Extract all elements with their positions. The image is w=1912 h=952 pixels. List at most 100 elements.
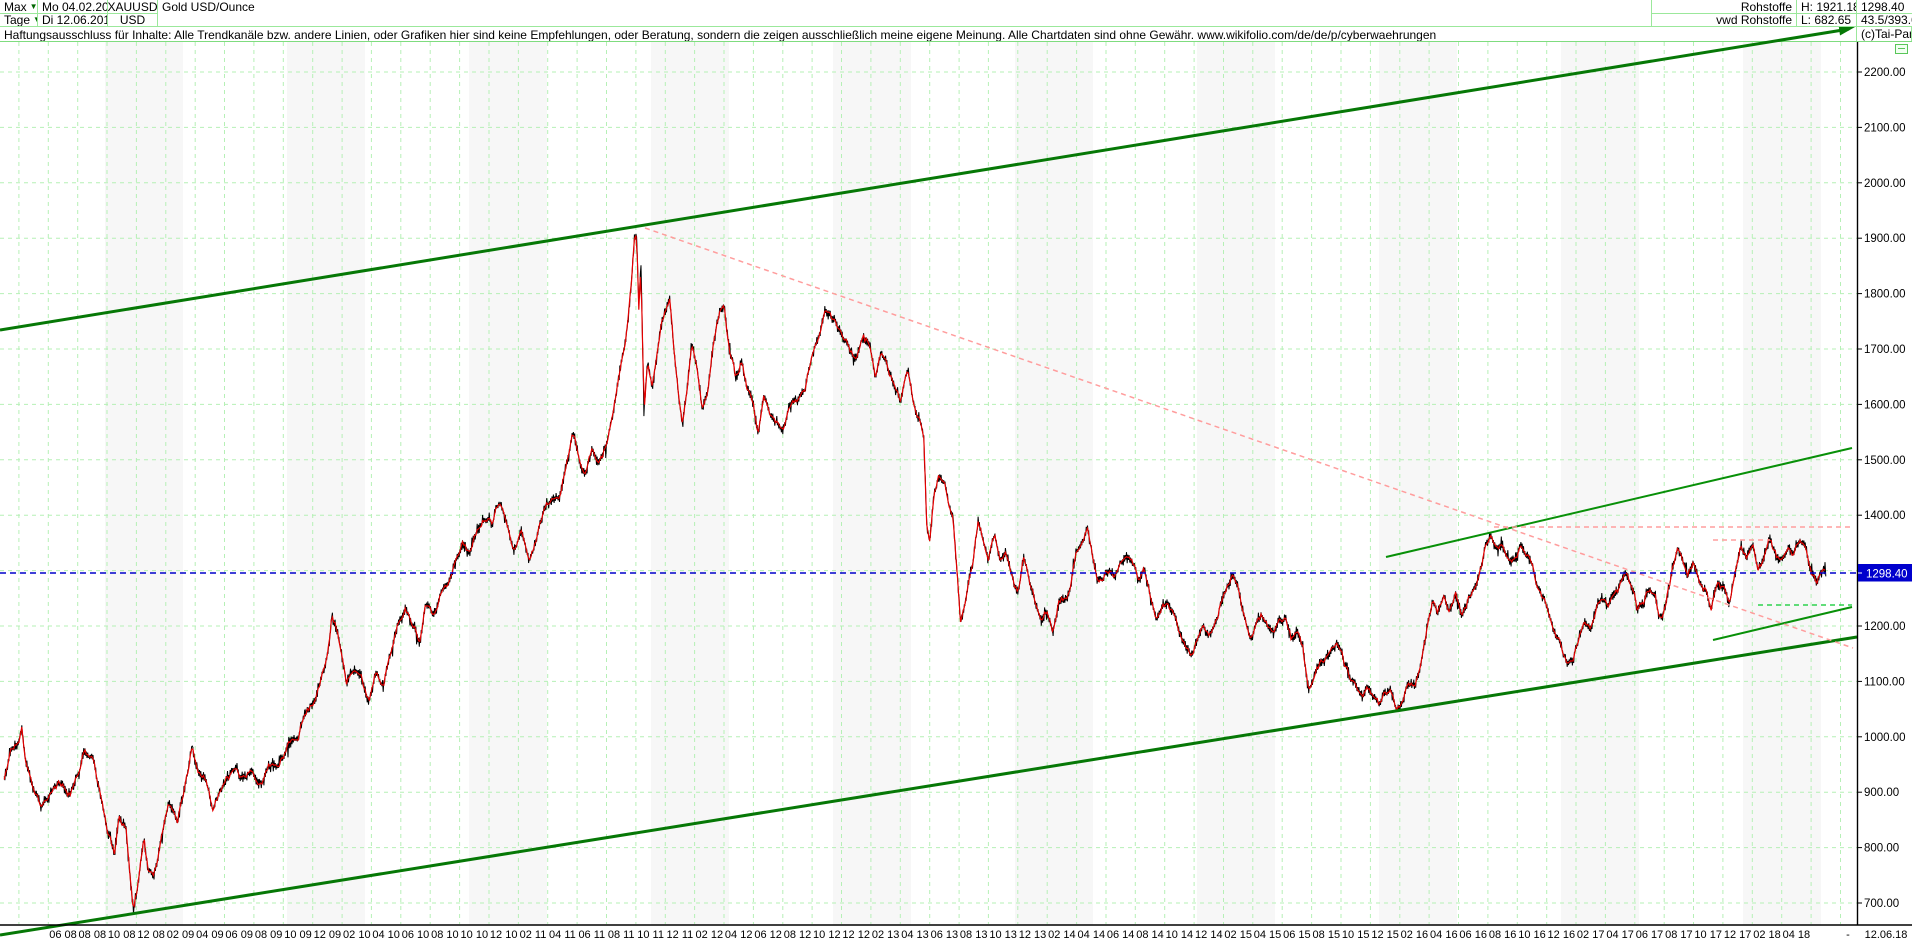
x-tick-label: 12 08 [137,929,165,941]
x-tick-label: 08 15 [1313,929,1341,941]
x-tick-label: 06 10 [402,929,430,941]
period-selector-dropdown[interactable]: Tage ▼ [0,14,38,27]
period-low-label: L: 682.65 [1797,14,1857,27]
y-tick-label: 1800.00 [1864,289,1906,301]
x-tick-label: 04 17 [1606,929,1634,941]
x-tick-label: 06 15 [1283,929,1311,941]
x-tick-label: 12 13 [1019,929,1047,941]
price-stats-label: 43.5/393.6 [1857,14,1912,27]
axes [0,42,1912,926]
y-tick-label: 2100.00 [1864,122,1906,134]
dropdown-caret-icon: ▼ [29,1,38,11]
y-tick-label: 900.00 [1864,787,1899,799]
x-tick-label: 10 13 [989,929,1017,941]
x-tick-label: 12 10 [490,929,518,941]
x-tick-label: 12 15 [1371,929,1399,941]
copyright-label: (c)Tai-Pan [1857,27,1912,41]
y-tick-label: 1200.00 [1864,621,1906,633]
x-tick-label: 12 14 [1195,929,1223,941]
last-price-label: 1298.40 [1857,0,1912,14]
x-tick-label: 02 13 [872,929,900,941]
x-tick-label: 06 16 [1459,929,1487,941]
x-tick-label: 08 08 [79,929,107,941]
x-tick-label: 10 09 [284,929,312,941]
symbol-label: XAUUSD [108,0,158,14]
dropdown-caret-icon: ▼ [33,16,37,24]
x-tick-label: 02 15 [1224,929,1252,941]
y-tick-label: 1900.00 [1864,233,1906,245]
category-label: Rohstoffe [1652,0,1797,14]
x-tick-label: 02 10 [343,929,371,941]
x-tick-label: 08 11 [608,929,635,941]
y-tick-label: 1700.00 [1864,344,1906,356]
x-tick-label: 06 08 [49,929,77,941]
x-tick-label: 10 17 [1694,929,1722,941]
disclaimer-text: Haftungsausschluss für Inhalte: Alle Tre… [0,27,1857,41]
x-tick-label: 12 17 [1724,929,1752,941]
x-tick-label: 10 16 [1518,929,1546,941]
x-tick-label: 04 10 [372,929,400,941]
x-tick-label: 04 14 [1078,929,1106,941]
y-tick-label: 2000.00 [1864,178,1906,190]
x-tick-label: 04 11 [549,929,576,941]
annotations [0,27,1858,937]
y-tick-label: 1000.00 [1864,732,1906,744]
chart-end-date: Di 12.06.2018 [38,14,108,27]
x-tick-label: 08 09 [255,929,283,941]
x-tick-label: 10 10 [461,929,489,941]
minor-support-trend-line[interactable] [1712,606,1853,641]
y-tick-label: 1100.00 [1864,676,1905,688]
x-tick-label: 08 13 [960,929,988,941]
x-tick-label: 04 13 [901,929,929,941]
upper-trend-channel-line[interactable] [0,27,1850,332]
x-tick-label: 12 11 [667,929,694,941]
y-tick-label: 2200.00 [1864,67,1906,79]
x-axis-labels: 06 08 08 08 10 08 12 08 02 09 04 09 06 09 08 09… [49,929,1907,941]
x-tick-label: 04 09 [196,929,224,941]
y-axis-labels: 2200.00 2100.00 2000.00 1900.00 1800.00 1700.… [1857,67,1906,910]
x-tick-label: 02 16 [1401,929,1429,941]
chart-start-date: Mo 04.02.2008 [38,0,108,14]
x-tick-label: 08 16 [1489,929,1517,941]
x-tick-label: 12 16 [1548,929,1576,941]
x-tick-label: 06 09 [225,929,253,941]
collapse-icon[interactable] [1895,44,1908,54]
x-tick-label: 06 13 [931,929,959,941]
y-tick-label: 700.00 [1864,898,1899,910]
x-tick-label: 06 12 [754,929,782,941]
x-tick-label: 12 12 [842,929,870,941]
x-tick-label: 10 14 [1166,929,1194,941]
x-tick-label: 06 11 [578,929,605,941]
x-tick-label: 08 17 [1665,929,1693,941]
downtrend-dashed-pink[interactable] [644,227,1854,649]
x-tick-label: 04 16 [1430,929,1458,941]
x-axis-separator: - [1846,929,1850,941]
period-selector-label: Tage [4,14,31,27]
x-tick-label: 02 11 [520,929,547,941]
x-tick-label: 10 11 [637,929,664,941]
x-tick-label: 08 10 [431,929,459,941]
x-tick-label: 08 14 [1136,929,1164,941]
close-line-red [3,235,1826,908]
x-tick-label: 08 12 [784,929,812,941]
x-tick-label: 06 17 [1636,929,1664,941]
trendline-arrowhead-icon [1838,27,1855,36]
price-chart: 2200.00 2100.00 2000.00 1900.00 1800.00 1700.… [0,27,1912,941]
range-selector-dropdown[interactable]: Max ▼ [0,0,38,14]
minor-uptrend-line[interactable] [1385,447,1853,558]
currency-label: USD [108,14,158,27]
last-price-marker: 1298.40 [1858,564,1912,582]
x-tick-label: 02 18 [1753,929,1781,941]
data-source-label: vwd Rohstoffe [1652,14,1797,27]
instrument-name: Gold USD/Ounce [158,0,1652,27]
x-axis-end-date: 12.06.18 [1865,929,1908,941]
x-tick-label: 02 17 [1577,929,1605,941]
x-tick-label: 02 12 [696,929,724,941]
x-tick-label: 06 14 [1107,929,1135,941]
lower-trend-channel-line[interactable] [0,635,1858,937]
x-tick-label: 02 14 [1048,929,1076,941]
period-high-label: H: 1921.18 [1797,0,1857,14]
x-tick-label: 10 12 [813,929,841,941]
y-tick-label: 1600.00 [1864,399,1906,411]
